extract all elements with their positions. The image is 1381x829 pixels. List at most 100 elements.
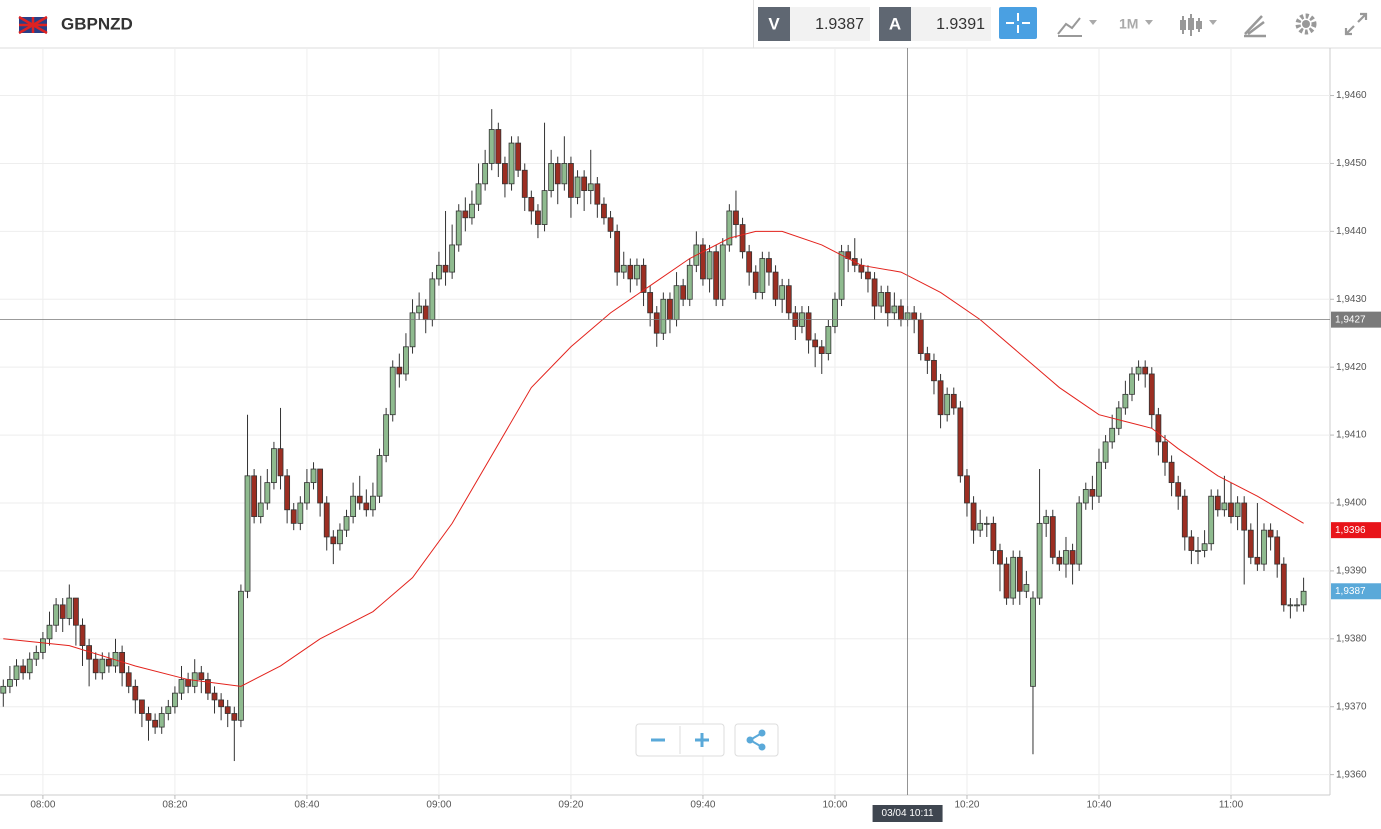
share-button[interactable] [734, 723, 779, 757]
candle-body [554, 163, 561, 185]
candle-body [389, 366, 396, 416]
candle-body [1069, 550, 1076, 565]
candle-body [733, 210, 739, 225]
candle-body [581, 176, 588, 192]
candle-body [350, 495, 357, 517]
candle-body [1076, 502, 1083, 565]
candle-body [825, 326, 832, 354]
candle-body [13, 665, 20, 680]
candle-body [924, 353, 931, 361]
candle-body [238, 590, 244, 721]
candle-body [871, 278, 878, 307]
candle-body [964, 475, 970, 504]
candle-body [370, 495, 376, 511]
sell-price-box[interactable] [790, 7, 870, 41]
y-tick-label: 1,9430 [1336, 294, 1367, 305]
y-tick-label: 1,9380 [1336, 633, 1367, 644]
candle-body [634, 264, 640, 280]
candle-body [152, 719, 159, 728]
settings-icon[interactable] [1295, 13, 1317, 35]
candle-body [1254, 556, 1261, 565]
candle-body [224, 706, 231, 714]
candle-body [752, 271, 759, 293]
candle-body [178, 679, 185, 694]
timeframe[interactable]: 1M [1119, 16, 1138, 32]
price-marker-box [1331, 522, 1381, 539]
candle-body [1063, 550, 1069, 565]
candle-body [858, 264, 865, 273]
candle-body [396, 366, 403, 375]
candle-body [0, 685, 7, 694]
candle-body [1175, 482, 1182, 497]
candle-body [53, 604, 60, 626]
candle-body [772, 271, 779, 300]
candle-body [1300, 590, 1307, 606]
candle-body [508, 142, 515, 185]
x-tick-label: 08:00 [30, 800, 55, 811]
zoom-in-button[interactable] [695, 733, 709, 747]
candle-body [449, 244, 456, 273]
x-tick-label: 08:40 [294, 800, 319, 811]
candle-body [158, 713, 165, 728]
candle-body [1287, 604, 1294, 607]
candle-body [304, 482, 310, 504]
crosshair-button[interactable] [999, 7, 1037, 39]
candle-body [1109, 427, 1116, 443]
candle-body [356, 495, 363, 504]
candle-body [462, 210, 469, 219]
candle-body [1129, 373, 1135, 395]
candle-body [284, 475, 291, 511]
candle-body [488, 129, 495, 164]
candle-body [568, 163, 574, 198]
buy-price-box[interactable] [911, 7, 991, 41]
candle-body [1188, 536, 1195, 551]
draw-icon[interactable] [1244, 15, 1266, 38]
candle-body [403, 346, 409, 375]
candle-body [1010, 556, 1017, 599]
buy-price: 1.9391 [936, 16, 985, 33]
candle-body [950, 393, 957, 409]
candle-body [785, 285, 792, 314]
candle-body [548, 163, 555, 192]
candle-body [185, 679, 192, 687]
candle-body [40, 638, 46, 653]
sell-button[interactable] [758, 7, 790, 41]
candle-body [990, 522, 997, 551]
candle-body [1201, 543, 1208, 551]
plot: 1,9360 1,9370 1,9380 1,9390 1,9400 1,9410 1,94… [0, 48, 1381, 822]
candle-body [607, 217, 614, 232]
candle-body [218, 699, 225, 708]
candle-body [667, 298, 673, 321]
chart-type-icon[interactable] [1057, 17, 1082, 37]
x-tick-label: 10:40 [1086, 800, 1111, 811]
candle-body [145, 713, 152, 721]
candle-body [1261, 529, 1267, 565]
toolbar [0, 0, 1381, 48]
candle-body [1142, 366, 1149, 375]
candle-body [614, 230, 621, 273]
candle-body [673, 285, 680, 321]
candle-body [475, 183, 482, 205]
buy-button[interactable] [879, 7, 911, 41]
collapse-icon[interactable] [1344, 12, 1368, 36]
candle-body [680, 285, 687, 300]
candle-body [1122, 393, 1129, 409]
candle-body [574, 176, 581, 198]
candle-body [1036, 522, 1043, 599]
settings-icon-hub [1302, 20, 1310, 28]
candle-body [726, 210, 733, 246]
candle-body [686, 264, 693, 300]
candle-body [911, 312, 918, 321]
candle-body [1030, 597, 1036, 687]
candle-body [436, 264, 442, 280]
candle-body [323, 502, 330, 538]
candle-body [898, 305, 904, 321]
candle-body [1241, 502, 1248, 531]
candle-body [455, 210, 462, 246]
candle-body [251, 475, 258, 517]
candle-body [653, 312, 660, 334]
candle-body [26, 658, 33, 674]
candle-body [125, 672, 132, 687]
candle-body [719, 244, 726, 300]
candle-body [297, 502, 304, 524]
